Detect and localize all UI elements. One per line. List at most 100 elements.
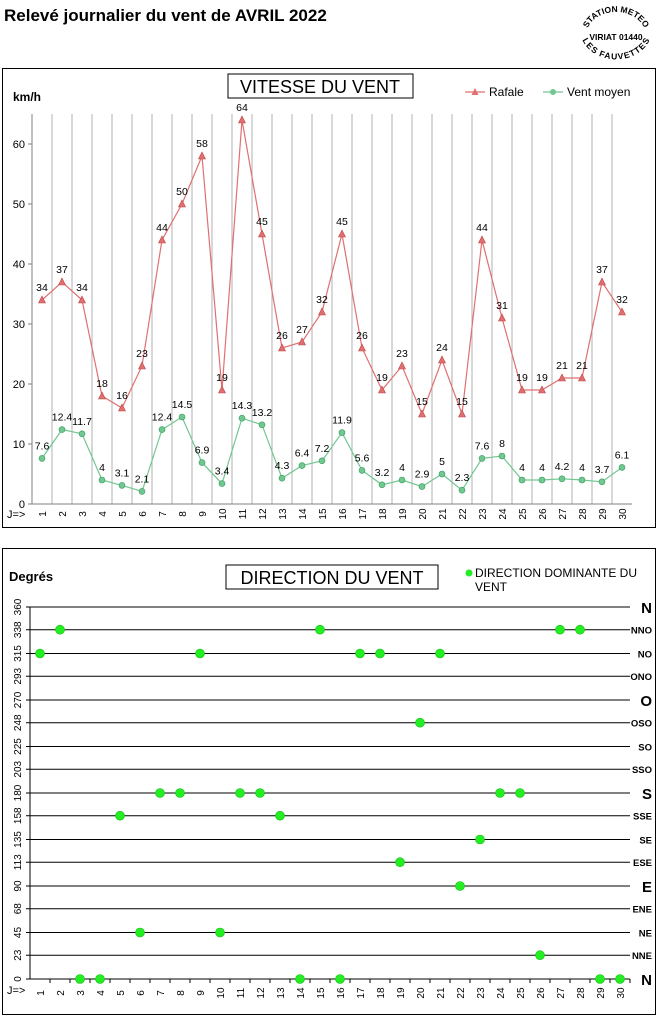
x-tick-label: 20 <box>418 508 429 520</box>
y-tick-label: 270 <box>13 691 24 708</box>
vent-moyen-data-label: 3.7 <box>595 464 610 476</box>
x-tick-label: 22 <box>456 987 467 999</box>
x-tick-label: 22 <box>458 508 469 520</box>
rafale-data-label: 19 <box>516 372 528 384</box>
compass-label: NE <box>639 929 652 940</box>
rafale-point <box>358 343 366 352</box>
vent-moyen-data-label: 6.9 <box>195 445 210 457</box>
direction-point <box>535 950 545 961</box>
rafale-data-label: 15 <box>416 396 428 408</box>
chart-title: VITESSE DU VENT <box>240 77 400 97</box>
direction-point <box>595 974 605 984</box>
y-tick-label: 10 <box>13 439 25 451</box>
rafale-point <box>298 337 306 346</box>
direction-point <box>415 717 425 728</box>
direction-point <box>435 648 445 659</box>
y-tick-label: 225 <box>13 738 24 755</box>
rafale-data-label: 50 <box>176 186 188 198</box>
vent-moyen-point <box>38 455 46 462</box>
vent-moyen-point <box>58 426 66 433</box>
rafale-point <box>258 229 266 238</box>
direction-point <box>375 648 385 659</box>
y-tick-label: 315 <box>13 645 24 662</box>
vent-moyen-data-label: 3.4 <box>215 466 230 478</box>
vent-moyen-data-label: 5 <box>439 456 445 468</box>
vent-moyen-point <box>198 459 206 466</box>
x-tick-label: 1 <box>38 511 49 517</box>
wind-speed-panel: 0 10 20 30 40 50 60 1 2 3 4 5 6 7 8 9 10 11 12 13 14 15 16 17 18… <box>2 68 656 528</box>
x-tick-label: 3 <box>78 511 89 517</box>
vent-moyen-data-label: 8 <box>499 438 505 450</box>
rafale-point <box>58 277 66 286</box>
vent-moyen-point <box>338 429 346 436</box>
x-tick-label: 9 <box>196 990 207 996</box>
y-tick-label: 20 <box>13 379 25 391</box>
vent-moyen-data-label: 4 <box>399 462 405 474</box>
rafale-data-label: 32 <box>616 294 628 306</box>
rafale-point <box>598 277 606 286</box>
series-line-rafale <box>41 119 623 416</box>
y-tick-label: 135 <box>13 831 24 848</box>
x-axis-prefix: J=> <box>7 985 25 997</box>
compass-label: S <box>642 786 652 803</box>
compass-label: NNE <box>632 951 652 962</box>
x-tick-label: 13 <box>278 508 289 520</box>
rafale-data-label: 19 <box>376 372 388 384</box>
y-tick-label: 338 <box>13 621 24 638</box>
vent-moyen-data-label: 2.9 <box>415 469 430 481</box>
x-tick-label: 11 <box>238 508 249 519</box>
rafale-data-label: 32 <box>316 294 328 306</box>
rafale-point <box>178 199 186 208</box>
compass-label: ONO <box>630 672 652 683</box>
rafale-data-label: 23 <box>396 348 408 360</box>
x-tick-label: 24 <box>496 987 507 999</box>
vent-moyen-data-label: 7.6 <box>35 440 50 452</box>
x-tick-label: 15 <box>316 987 327 999</box>
direction-point <box>95 974 105 984</box>
vent-moyen-data-label: 2.1 <box>135 473 150 485</box>
rafale-data-label: 34 <box>36 282 48 294</box>
x-tick-label: 30 <box>616 987 627 999</box>
direction-point <box>355 648 365 659</box>
vent-moyen-data-label: 13.2 <box>252 407 273 419</box>
rafale-point <box>578 373 586 382</box>
vent-moyen-point <box>618 464 626 471</box>
rafale-point <box>238 115 246 124</box>
rafale-data-label: 37 <box>56 264 68 276</box>
vent-moyen-point <box>478 455 486 462</box>
compass-label: SSO <box>632 765 652 776</box>
rafale-point <box>378 385 386 394</box>
rafale-data-label: 45 <box>336 216 348 228</box>
vent-moyen-data-label: 4 <box>99 462 105 474</box>
rafale-data-label: 58 <box>196 138 208 150</box>
vent-moyen-point <box>278 474 286 482</box>
y-tick-label: 293 <box>13 667 24 684</box>
vent-moyen-point <box>538 476 546 484</box>
direction-point <box>475 834 485 845</box>
rafale-point <box>38 295 46 304</box>
chart-title-box <box>227 73 414 99</box>
y-tick-label: 113 <box>13 854 24 870</box>
x-tick-label: 3 <box>76 990 87 996</box>
rafale-point <box>118 403 126 412</box>
rafale-data-label: 44 <box>156 222 168 234</box>
x-tick-label: 16 <box>336 987 347 999</box>
direction-point <box>75 974 85 984</box>
x-tick-label: 25 <box>518 508 529 520</box>
direction-point <box>555 624 565 635</box>
x-tick-label: 17 <box>356 987 367 999</box>
compass-label: O <box>640 693 652 710</box>
x-tick-label: 6 <box>136 990 147 996</box>
vent-moyen-point <box>178 413 186 421</box>
chart-title: DIRECTION DU VENT <box>240 568 423 588</box>
vent-moyen-data-label: 14.3 <box>232 400 253 412</box>
vent-moyen-point <box>398 476 406 484</box>
x-tick-label: 24 <box>498 508 509 520</box>
rafale-point <box>78 295 86 304</box>
y-tick-label: 248 <box>13 714 24 731</box>
x-tick-label: 23 <box>478 508 489 520</box>
rafale-data-label: 24 <box>436 342 448 354</box>
x-tick-label: 9 <box>198 511 209 517</box>
rafale-point <box>538 385 546 394</box>
legend-label-direction: DIRECTION DOMINANTE DU VENT <box>475 566 637 594</box>
